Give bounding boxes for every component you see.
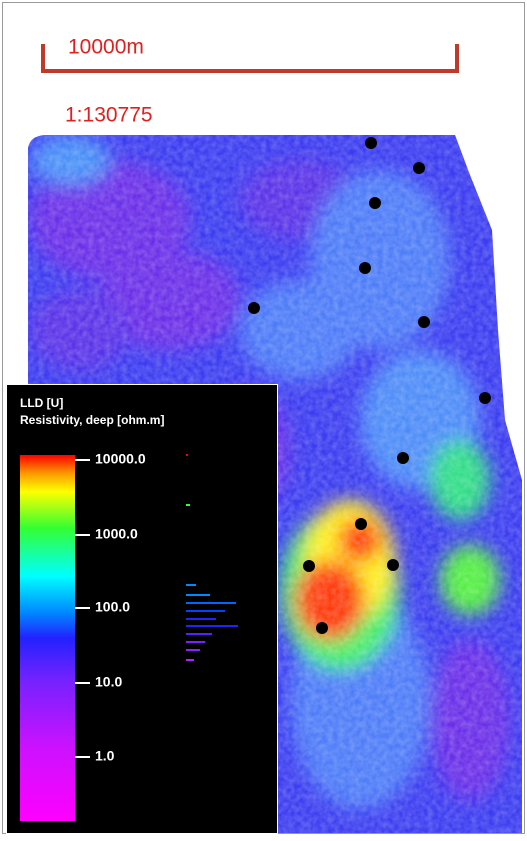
tick-label: 10.0 (95, 674, 122, 690)
legend: LLD [U] Resistivity, deep [ohm.m] 10000.… (7, 385, 278, 834)
tick-label: 100.0 (95, 599, 130, 615)
legend-subtitle: Resistivity, deep [ohm.m] (20, 413, 164, 427)
tick-label: 10000.0 (95, 451, 146, 467)
map-view: 10000m 1:130775 LLD [U] Resistivity, dee… (0, 0, 527, 836)
tick-label: 1.0 (95, 748, 115, 764)
scale-bar-label: 10000m (68, 36, 144, 59)
legend-title: LLD [U] (20, 396, 63, 410)
scale-ratio: 1:130775 (65, 104, 153, 127)
page: {"scale_bar": {"label": "10000m"}, "scal… (0, 0, 527, 836)
color-bar (20, 455, 75, 821)
tick-label: 1000.0 (95, 526, 138, 542)
